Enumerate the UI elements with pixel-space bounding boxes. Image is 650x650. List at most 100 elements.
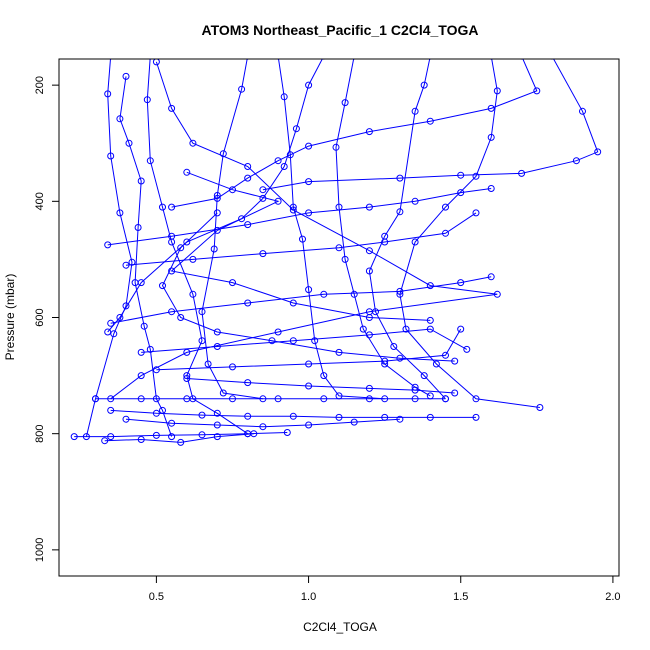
x-tick-label: 1.0 [301,591,316,603]
data-point [341,99,349,107]
data-point [579,107,586,115]
data-point [137,436,145,443]
data-point [229,186,236,194]
data-point [122,261,130,269]
data-point [219,150,227,158]
data-point [168,419,176,427]
data-point [152,395,160,403]
data-point [350,290,358,298]
data-point [152,59,160,66]
data-point [426,117,434,125]
series-line [278,59,385,400]
data-point [198,337,206,345]
y-tick-label: 600 [34,308,46,326]
data-point [426,413,434,421]
data-point [122,415,130,423]
data-point [159,203,166,211]
data-point [213,194,221,202]
data-point [183,375,191,382]
data-point [305,286,313,294]
data-point [198,431,206,439]
data-point [168,267,176,275]
data-point [116,314,124,321]
data-point [457,325,465,333]
data-point [493,87,501,95]
data-point [159,282,166,290]
data-point [244,163,252,170]
data-point [189,139,197,147]
data-point [213,192,221,199]
series-line [104,433,254,443]
data-point [244,174,252,182]
data-point [365,267,373,275]
data-point [183,168,191,176]
data-point [82,433,90,441]
data-point [146,157,154,165]
data-point [274,197,282,205]
x-axis-label: C2Cl4_TOGA [303,620,377,634]
data-point [411,197,419,205]
data-point [365,331,373,339]
series-line [170,171,431,321]
data-point [137,372,145,380]
data-point [92,395,99,403]
data-point [189,290,197,298]
data-point [101,437,109,445]
data-point [381,413,389,421]
data-point [411,386,419,394]
data-point [183,395,191,403]
data-point [350,418,358,426]
data-point [250,430,258,438]
data-point [472,413,480,421]
data-point [238,215,246,223]
data-point [572,157,580,165]
data-point [335,413,343,421]
data-point [381,357,389,365]
data-point [396,174,404,182]
data-point [411,395,419,403]
data-point [335,244,343,252]
data-point [146,345,154,353]
data-point [116,115,124,123]
data-point [283,429,291,436]
data-point [213,343,221,350]
data-point [268,337,276,345]
data-point [311,337,319,345]
data-point [168,433,176,441]
data-point [107,319,115,327]
data-point [402,325,410,333]
data-point [213,209,221,217]
series-line [156,328,462,371]
data-point [104,328,112,336]
data-point [381,238,389,246]
data-point [198,308,206,316]
data-point [320,290,328,298]
series-line [74,432,288,438]
data-point [442,229,449,237]
data-point [137,395,145,403]
data-point [594,148,602,156]
data-point [390,343,398,350]
data-point [305,421,313,429]
data-point [487,104,495,112]
chart-title: ATOM3 Northeast_Pacific_1 C2Cl4_TOGA [202,22,479,38]
x-axis: 0.5 1.0 1.5 2.0 [149,575,621,603]
data-point [396,415,404,423]
data-point [341,255,349,263]
data-point [244,299,252,307]
data-point [198,411,206,419]
series-line [119,76,173,437]
data-point [365,314,373,321]
plot-points [70,59,602,446]
data-point [493,290,501,298]
data-point [487,185,495,192]
data-point [365,128,373,136]
data-point [213,433,221,441]
data-point [280,163,288,170]
data-point [137,177,145,185]
data-point [213,328,221,336]
data-point [472,209,480,217]
data-point [320,372,328,380]
data-point [305,178,313,186]
